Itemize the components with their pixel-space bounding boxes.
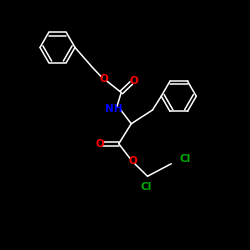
Text: O: O bbox=[100, 74, 108, 84]
Text: O: O bbox=[128, 156, 137, 166]
Text: NH: NH bbox=[105, 104, 122, 114]
Text: Cl: Cl bbox=[140, 182, 152, 192]
Text: Cl: Cl bbox=[180, 154, 191, 164]
Text: O: O bbox=[96, 139, 104, 149]
Text: O: O bbox=[130, 76, 138, 86]
